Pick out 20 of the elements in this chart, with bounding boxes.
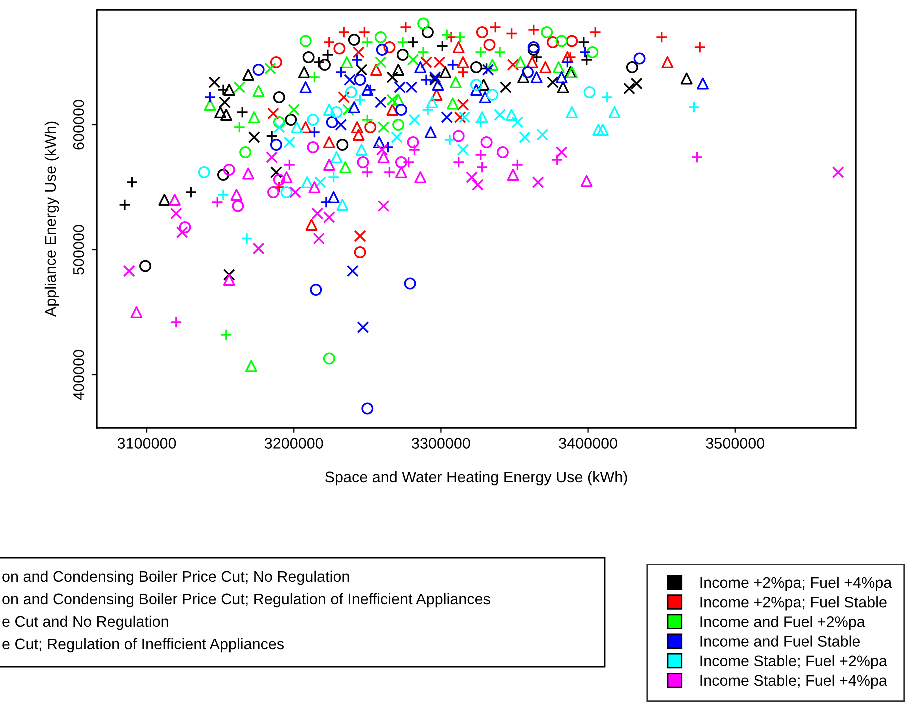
legend-label: Income and Fuel +2%pa [700,616,866,630]
x-tick-label: 3300000 [412,438,470,449]
x-tick-label: 3400000 [559,438,618,449]
y-tick-label: 400000 [73,350,84,400]
text: on and Condensing Boiler Price Cut; No Regulation [2,570,350,586]
legend-label: Income and Fuel Stable [700,636,860,647]
x-axis-title: Space and Water Heating Energy Use (kWh) [325,471,628,486]
y-axis-title: Appliance Energy Use (kWh) [44,122,60,318]
legend-label: Income Stable; Fuel +4%pa [700,674,888,690]
y-tick-label: 500000 [73,225,84,275]
legend-label: Income +2%pa; Fuel Stable [700,596,887,611]
text: on and Condensing Boiler Price Cut; Regulation of Inefficient Appliances [2,593,490,608]
text: e Cut; Regulation of Inefficient Appliances [2,638,284,653]
x-tick-label: 3500000 [706,438,765,449]
x-tick-label: 3200000 [264,438,324,449]
text: e Cut and No Regulation [2,616,168,630]
legend-label: Income +2%pa; Fuel +4%pa [700,576,892,592]
x-tick-label: 3100000 [118,438,176,449]
y-tick-label: 600000 [73,100,84,150]
legend-label: Income Stable; Fuel +2%pa [700,655,888,670]
